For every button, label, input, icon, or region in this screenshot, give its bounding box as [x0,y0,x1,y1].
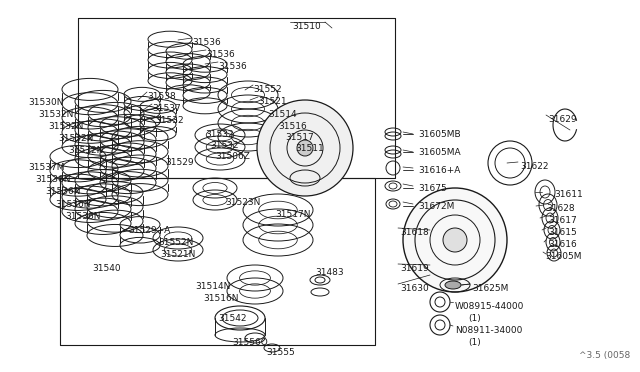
Text: (1): (1) [468,338,481,347]
Text: 31629: 31629 [548,115,577,124]
Text: 31625M: 31625M [472,284,508,293]
Text: 31523N: 31523N [225,198,260,207]
Text: 31532: 31532 [155,116,184,125]
Text: 31536: 31536 [218,62,247,71]
Text: 31521N: 31521N [160,250,195,259]
Text: 31532N: 31532N [38,110,74,119]
Text: 31617: 31617 [548,216,577,225]
Ellipse shape [445,281,461,289]
Text: 31552N: 31552N [158,238,193,247]
Text: 31511: 31511 [295,144,324,153]
Text: 31516N: 31516N [203,294,239,303]
Text: 31605MA: 31605MA [418,148,461,157]
Text: 31605M: 31605M [545,252,582,261]
Text: 31552: 31552 [253,85,282,94]
Text: 31619: 31619 [400,264,429,273]
Text: 31532: 31532 [210,141,239,150]
Text: W08915-44000: W08915-44000 [455,302,524,311]
Text: 31514: 31514 [268,110,296,119]
Text: 31517N: 31517N [275,210,310,219]
Text: 31530N: 31530N [28,98,63,107]
Text: 31536N: 31536N [55,200,90,209]
Text: 31537: 31537 [152,104,180,113]
Text: 31618: 31618 [400,228,429,237]
Text: 31675: 31675 [418,184,447,193]
Text: 31537M: 31537M [28,163,65,172]
Text: 31521: 31521 [258,97,287,106]
Ellipse shape [297,140,313,156]
Text: 31532: 31532 [205,130,234,139]
Text: ^3.5 (0058: ^3.5 (0058 [579,351,630,360]
Text: 31483: 31483 [315,268,344,277]
Text: 31536: 31536 [192,38,221,47]
Text: 31536: 31536 [206,50,235,59]
Text: 31517: 31517 [285,133,314,142]
Text: 31514N: 31514N [195,282,230,291]
Text: 31555: 31555 [266,348,295,357]
Text: 31542: 31542 [218,314,246,323]
Text: 31529+A: 31529+A [128,226,170,235]
Text: 31605MB: 31605MB [418,130,461,139]
Text: 31532N: 31532N [58,134,93,143]
Text: 31615: 31615 [548,228,577,237]
Text: 31536N: 31536N [45,187,81,196]
Text: 31510: 31510 [292,22,321,31]
Text: 31536N: 31536N [65,212,100,221]
Text: 31532N: 31532N [48,122,83,131]
Text: 31630: 31630 [400,284,429,293]
Ellipse shape [443,228,467,252]
Text: 31672M: 31672M [418,202,454,211]
Text: 31616+A: 31616+A [418,166,460,175]
Text: 31616: 31616 [548,240,577,249]
Text: 31529: 31529 [165,158,194,167]
Text: 31556Q: 31556Q [232,338,268,347]
Text: 31536N: 31536N [35,175,70,184]
Text: 31532N: 31532N [68,146,104,155]
Text: 31516: 31516 [278,122,307,131]
Text: 31538: 31538 [147,92,176,101]
Text: 31628: 31628 [546,204,575,213]
Ellipse shape [403,188,507,292]
Text: 31622: 31622 [520,162,548,171]
Text: N08911-34000: N08911-34000 [455,326,522,335]
Text: (1): (1) [468,314,481,323]
Ellipse shape [257,100,353,196]
Text: 31540: 31540 [92,264,120,273]
Text: 31506Z: 31506Z [215,152,250,161]
Text: 31611: 31611 [554,190,583,199]
